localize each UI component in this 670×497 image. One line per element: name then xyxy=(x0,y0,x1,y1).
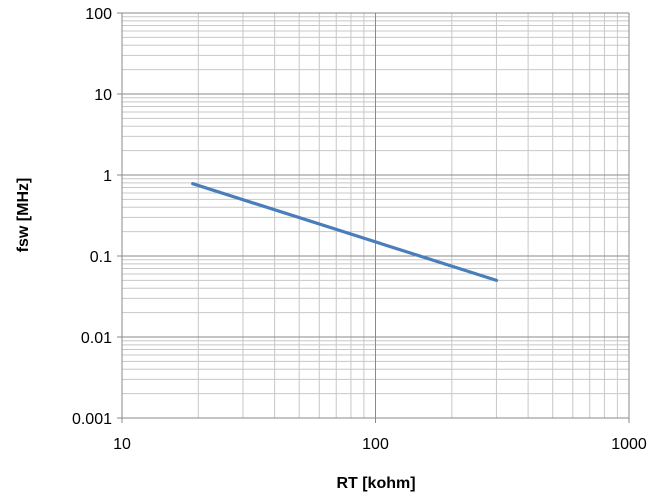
y-tick-labels: 100 10 1 0.1 0.01 0.001 xyxy=(72,6,112,428)
plot-area xyxy=(117,12,630,423)
x-tick-label: 100 xyxy=(362,436,389,453)
y-tick-label: 1 xyxy=(103,168,112,185)
x-tick-labels: 10 100 1000 xyxy=(113,436,647,453)
y-tick-label: 100 xyxy=(85,6,112,23)
series-layer xyxy=(191,182,499,282)
y-tick-label: 10 xyxy=(94,87,112,104)
y-tick-label: 0.01 xyxy=(81,330,112,347)
series-line xyxy=(191,182,499,282)
y-axis-title: fsw [MHz] xyxy=(15,178,32,253)
x-tick-label: 10 xyxy=(113,436,131,453)
y-tick-label: 0.001 xyxy=(72,411,112,428)
y-tick-label: 0.1 xyxy=(90,249,112,266)
x-tick-label: 1000 xyxy=(611,436,647,453)
x-axis-title: RT [kohm] xyxy=(336,475,415,492)
